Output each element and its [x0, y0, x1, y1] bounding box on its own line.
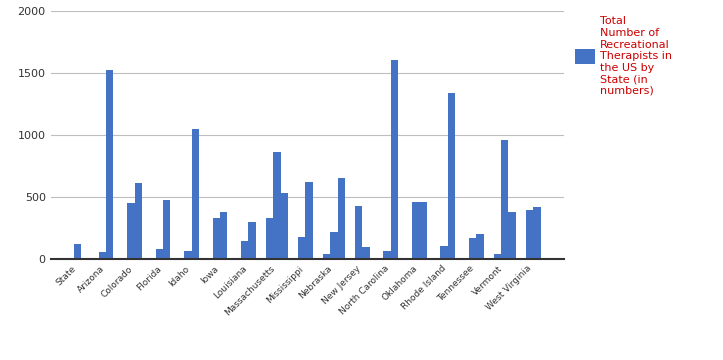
- Bar: [355, 206, 362, 259]
- Bar: [419, 202, 427, 259]
- Bar: [338, 179, 345, 259]
- Bar: [134, 184, 142, 259]
- Bar: [323, 254, 330, 259]
- Bar: [281, 193, 288, 259]
- Bar: [469, 238, 476, 259]
- Bar: [501, 140, 508, 259]
- Bar: [494, 254, 501, 259]
- Bar: [266, 218, 273, 259]
- Bar: [220, 212, 227, 259]
- Bar: [448, 93, 455, 259]
- Bar: [412, 202, 419, 259]
- Bar: [440, 246, 448, 259]
- Bar: [391, 60, 398, 259]
- Bar: [163, 199, 171, 259]
- Bar: [155, 249, 163, 259]
- Bar: [127, 203, 134, 259]
- Legend: Total
Number of
Recreational
Therapists in
the US by
State (in
numbers): Total Number of Recreational Therapists …: [575, 16, 672, 96]
- Bar: [476, 234, 484, 259]
- Bar: [298, 237, 305, 259]
- Bar: [99, 252, 106, 259]
- Bar: [330, 232, 338, 259]
- Bar: [362, 247, 369, 259]
- Bar: [534, 207, 541, 259]
- Bar: [383, 251, 391, 259]
- Bar: [273, 152, 281, 259]
- Bar: [106, 71, 114, 259]
- Bar: [213, 218, 220, 259]
- Bar: [508, 212, 515, 259]
- Bar: [305, 182, 313, 259]
- Bar: [192, 129, 199, 259]
- Bar: [249, 222, 256, 259]
- Bar: [184, 251, 192, 259]
- Bar: [74, 244, 81, 259]
- Bar: [526, 210, 534, 259]
- Bar: [241, 240, 249, 259]
